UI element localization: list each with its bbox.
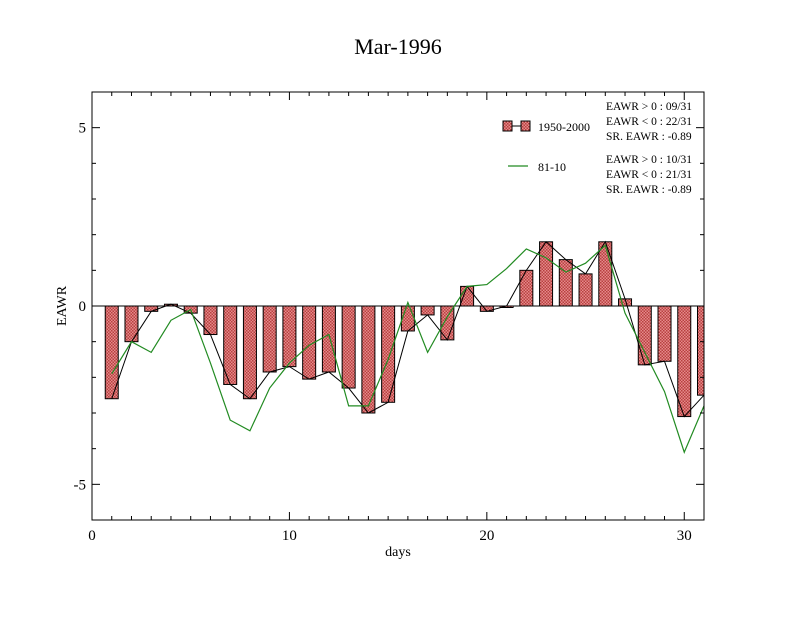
stat-text-1950-2000: EAWR < 0 : 22/31 bbox=[606, 116, 692, 128]
bar bbox=[460, 285, 475, 307]
bar bbox=[262, 305, 277, 373]
bar bbox=[381, 305, 396, 403]
bar bbox=[519, 269, 534, 307]
x-tick-label: 10 bbox=[282, 528, 297, 544]
stat-text-1950-2000: SR. EAWR : -0.89 bbox=[606, 131, 692, 143]
legend-label-1950-2000: 1950-2000 bbox=[538, 120, 590, 134]
x-tick-label: 30 bbox=[677, 528, 692, 544]
bar bbox=[282, 305, 297, 368]
plot-clip-group bbox=[92, 240, 704, 454]
bar bbox=[598, 241, 613, 307]
series-line-81-10 bbox=[111, 244, 704, 454]
y-axis-label: EAWR bbox=[55, 285, 70, 326]
x-axis-label: days bbox=[385, 545, 411, 560]
stat-text-81-10: EAWR < 0 : 21/31 bbox=[606, 169, 692, 181]
legend-swatch-1950-2000 bbox=[520, 120, 531, 132]
legend: 1950-2000 81-10 EAWR > 0 : 09/31 EAWR < 0 :… bbox=[502, 101, 692, 196]
chart-title: Mar-1996 bbox=[354, 34, 442, 59]
legend-label-81-10: 81-10 bbox=[538, 160, 566, 174]
bar bbox=[321, 305, 336, 373]
bar bbox=[637, 305, 652, 366]
bar bbox=[558, 259, 573, 307]
series-line-1950-2000 bbox=[111, 240, 704, 418]
stat-text-1950-2000: EAWR > 0 : 09/31 bbox=[606, 101, 692, 113]
bar bbox=[578, 273, 593, 307]
y-tick-label: -5 bbox=[74, 477, 87, 493]
stat-text-81-10: EAWR > 0 : 10/31 bbox=[606, 154, 692, 166]
x-tick-label: 20 bbox=[479, 528, 494, 544]
plot-area bbox=[92, 240, 704, 454]
axes: 0 10 20 30 -5 0 5 bbox=[74, 91, 705, 544]
y-tick-label: 5 bbox=[79, 121, 87, 137]
y-tick-label: 0 bbox=[79, 299, 87, 315]
bar bbox=[341, 305, 356, 389]
legend-swatch-1950-2000 bbox=[502, 120, 513, 132]
bar bbox=[697, 305, 704, 396]
bar bbox=[361, 305, 376, 414]
bar bbox=[124, 305, 139, 343]
bar bbox=[539, 241, 554, 307]
bar bbox=[657, 305, 672, 362]
x-tick-label: 0 bbox=[88, 528, 96, 544]
stat-text-81-10: SR. EAWR : -0.89 bbox=[606, 184, 692, 196]
bar bbox=[144, 305, 159, 312]
bar bbox=[420, 305, 435, 316]
bar bbox=[242, 305, 257, 400]
bar bbox=[677, 305, 692, 418]
